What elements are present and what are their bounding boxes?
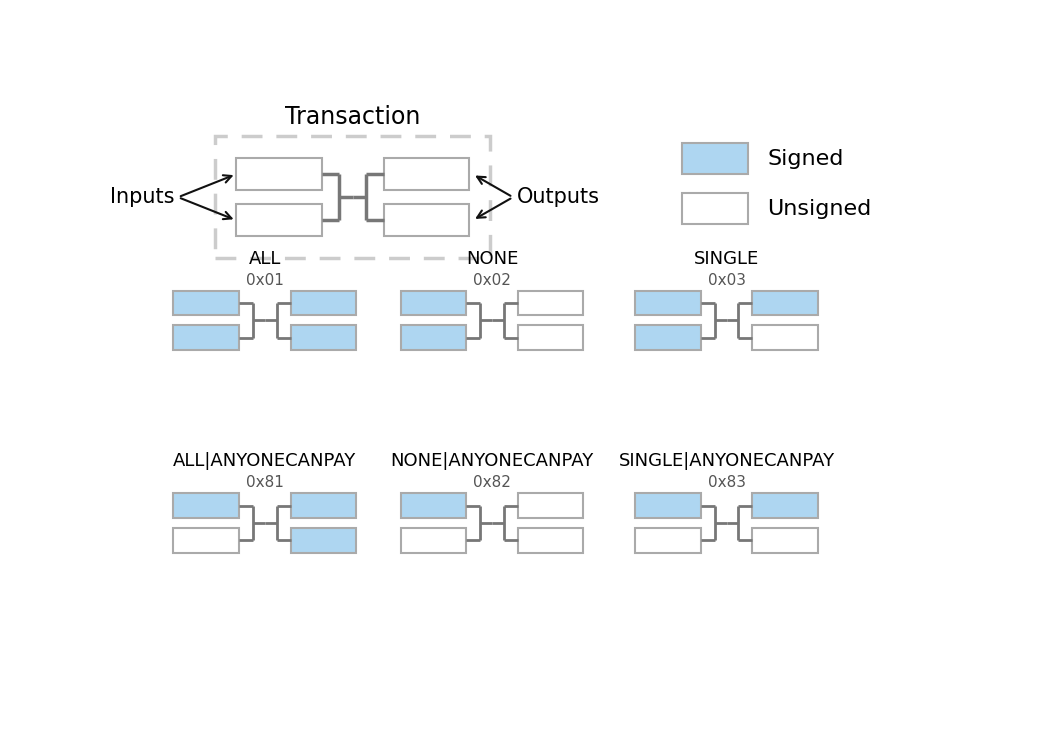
Text: Signed: Signed [768,149,843,168]
Bar [174,493,239,518]
Bar [682,143,748,174]
Bar [753,528,818,553]
Text: SINGLE|ANYONECANPAY: SINGLE|ANYONECANPAY [619,452,835,470]
Bar [635,528,701,553]
Bar [174,291,239,315]
Bar [518,326,583,350]
Text: Unsigned: Unsigned [768,199,872,219]
Bar [753,493,818,518]
Bar [518,493,583,518]
Bar [400,291,466,315]
Bar [291,291,356,315]
Bar [400,326,466,350]
Text: NONE: NONE [465,250,518,267]
Bar [400,493,466,518]
Bar [291,493,356,518]
Bar [291,326,356,350]
Bar [174,528,239,553]
Text: 0x02: 0x02 [473,273,511,288]
Bar [635,493,701,518]
Bar [753,291,818,315]
Text: NONE|ANYONECANPAY: NONE|ANYONECANPAY [391,452,594,470]
Bar [174,326,239,350]
Text: 0x82: 0x82 [473,475,511,490]
Text: 0x01: 0x01 [246,273,284,288]
Text: 0x81: 0x81 [246,475,284,490]
Bar [383,158,469,190]
Bar [518,528,583,553]
Bar [383,204,469,236]
Text: Outputs: Outputs [517,187,600,207]
Bar [635,291,701,315]
Bar [682,194,748,224]
Bar [635,326,701,350]
Bar [400,528,466,553]
Text: ALL: ALL [249,250,281,267]
Bar [215,136,491,258]
Bar [236,158,321,190]
Bar [291,528,356,553]
Text: ALL|ANYONECANPAY: ALL|ANYONECANPAY [174,452,357,470]
Text: Inputs: Inputs [110,187,174,207]
Bar [236,204,321,236]
Text: 0x83: 0x83 [708,475,746,490]
Text: 0x03: 0x03 [708,273,746,288]
Bar [518,291,583,315]
Bar [753,326,818,350]
Text: Transaction: Transaction [284,104,420,129]
Text: SINGLE: SINGLE [694,250,759,267]
